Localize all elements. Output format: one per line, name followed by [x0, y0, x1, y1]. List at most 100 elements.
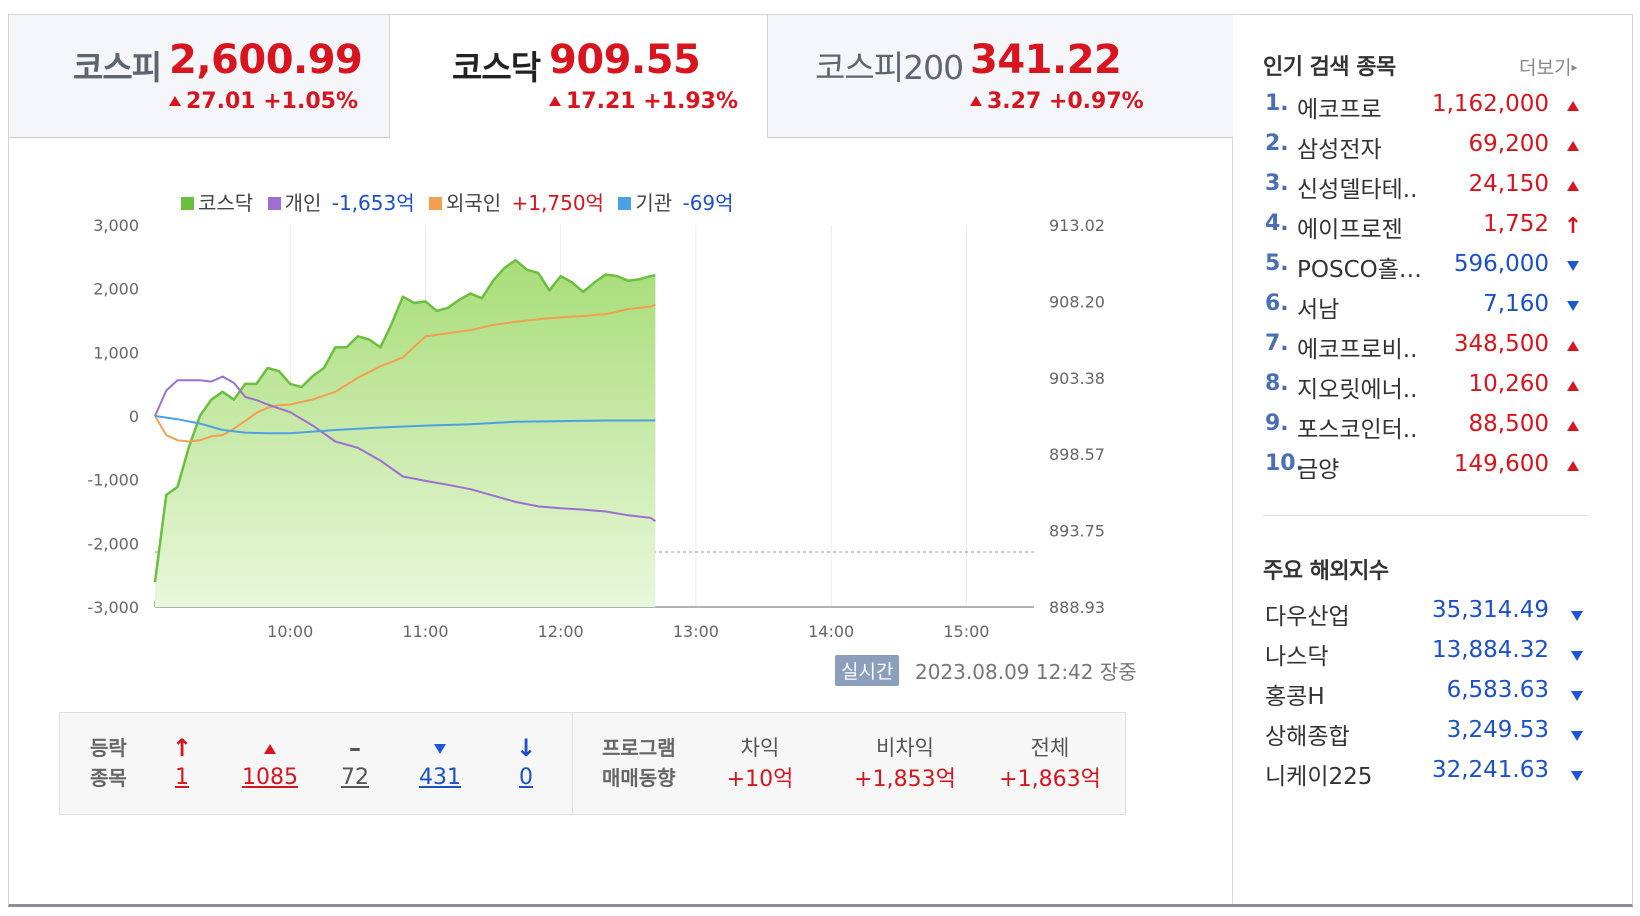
- foreign-line: [154, 303, 656, 443]
- popular-price: 24,150: [1468, 171, 1549, 197]
- overseas-name[interactable]: 다우산업: [1265, 604, 1350, 630]
- y-left-tick-label: -3,000: [87, 598, 139, 617]
- decline-value[interactable]: 431: [419, 765, 461, 790]
- overseas-item[interactable]: 상해종합 3,249.53: [1265, 717, 1595, 757]
- x-tick-label: 10:00: [267, 622, 313, 641]
- institution-line: [154, 415, 656, 435]
- tab-kosdaq-value: 909.55: [549, 37, 701, 83]
- popular-name[interactable]: 에이프로젠: [1297, 217, 1403, 243]
- market-widget: 코스피 2,600.99 27.01 +1.05% 코스닥 909.55 17.…: [8, 14, 1633, 907]
- popular-name[interactable]: 포스코인터..: [1297, 417, 1418, 443]
- popular-name[interactable]: 삼성전자: [1297, 137, 1382, 163]
- y-right-tick-label: 913.02: [1049, 216, 1105, 235]
- overseas-name[interactable]: 니케이225: [1265, 764, 1373, 790]
- tab-kosdaq[interactable]: 코스닥 909.55 17.21 +1.93%: [390, 15, 768, 138]
- popular-name[interactable]: 금양: [1297, 457, 1340, 483]
- down-triangle-icon: [1571, 731, 1583, 741]
- legend-institution-value: -69억: [682, 191, 734, 215]
- x-tick-label: 14:00: [808, 622, 854, 641]
- popular-item[interactable]: 2. 삼성전자 69,200: [1265, 131, 1595, 171]
- tab-kospi-name: 코스피: [73, 48, 162, 87]
- kosdaq-intraday-chart[interactable]: 10:00 11:00 12:00 13:00 14:00 15:00 3,000 2,000…: [9, 215, 1233, 655]
- y-left-tick-label: 3,000: [93, 216, 139, 235]
- popular-name[interactable]: 에코프로: [1297, 97, 1382, 123]
- lower-limit-value[interactable]: 0: [519, 765, 533, 790]
- overseas-name[interactable]: 나스닥: [1265, 644, 1329, 670]
- decline-count[interactable]: 431: [418, 733, 462, 793]
- tab-kosdaq-change-text: 17.21 +1.93%: [566, 89, 739, 114]
- popular-name[interactable]: 서남: [1297, 297, 1340, 323]
- overseas-value: 32,241.63: [1431, 757, 1549, 783]
- legend-foreign-swatch: [428, 197, 442, 210]
- chart-timestamp: 2023.08.09 12:42 장중: [915, 660, 1137, 684]
- tab-kospi200[interactable]: 코스피200 341.22 3.27 +0.97%: [768, 15, 1233, 138]
- unchanged-count[interactable]: – 72: [335, 733, 375, 793]
- popular-name[interactable]: 지오릿에너..: [1297, 377, 1418, 403]
- popular-item[interactable]: 5. POSCO홀… 596,000: [1265, 251, 1595, 291]
- unchanged-value[interactable]: 72: [341, 765, 369, 790]
- popular-name[interactable]: 신성델타테..: [1297, 177, 1418, 203]
- up-triangle-icon: [1567, 341, 1579, 351]
- y-right-tick-label: 903.38: [1049, 369, 1105, 388]
- popular-item[interactable]: 8. 지오릿에너.. 10,260: [1265, 371, 1595, 411]
- up-triangle-icon: [549, 96, 561, 106]
- tab-kospi-value: 2,600.99: [169, 37, 363, 83]
- popular-direction: [1563, 133, 1583, 159]
- popular-item[interactable]: 1. 에코프로 1,162,000: [1265, 91, 1595, 131]
- up-triangle-icon: [1567, 141, 1579, 151]
- popular-rank: 1.: [1265, 91, 1289, 116]
- tab-kospi200-change-text: 3.27 +0.97%: [987, 89, 1144, 114]
- overseas-value: 35,314.49: [1431, 597, 1549, 623]
- up-triangle-icon: [1567, 101, 1579, 111]
- overseas-item[interactable]: 나스닥 13,884.32: [1265, 637, 1595, 677]
- chart-axis-labels: 10:00 11:00 12:00 13:00 14:00 15:00 3,000 2,000…: [87, 216, 1105, 641]
- tab-kosdaq-name: 코스닥: [452, 48, 541, 87]
- advance-count[interactable]: 1085: [240, 733, 300, 793]
- overseas-direction: [1571, 763, 1583, 789]
- popular-item[interactable]: 6. 서남 7,160: [1265, 291, 1595, 331]
- tab-kospi[interactable]: 코스피 2,600.99 27.01 +1.05%: [9, 15, 390, 138]
- overseas-item[interactable]: 홍콩H 6,583.63: [1265, 677, 1595, 717]
- down-triangle-icon: [1567, 261, 1579, 271]
- overseas-title: 주요 해외지수: [1263, 559, 1389, 584]
- chevron-right-icon: ▸: [1571, 60, 1578, 74]
- chart-lines: [153, 258, 656, 583]
- more-link[interactable]: 더보기▸: [1519, 53, 1577, 80]
- popular-item[interactable]: 10. 금양 149,600: [1265, 451, 1595, 491]
- popular-direction: [1563, 333, 1583, 359]
- upper-limit-count[interactable]: ↑ 1: [168, 733, 196, 793]
- advance-decline-label-2: 종목: [90, 766, 127, 790]
- popular-item[interactable]: 7. 에코프로비.. 348,500: [1265, 331, 1595, 371]
- advance-value[interactable]: 1085: [242, 765, 298, 790]
- upper-limit-value[interactable]: 1: [175, 765, 189, 790]
- popular-item[interactable]: 4. 에이프로젠 1,752 ↑: [1265, 211, 1595, 251]
- overseas-name[interactable]: 상해종합: [1265, 724, 1350, 750]
- overseas-name[interactable]: 홍콩H: [1265, 684, 1325, 710]
- up-triangle-icon: [1567, 421, 1579, 431]
- popular-name[interactable]: 에코프로비..: [1297, 337, 1418, 363]
- popular-price: 348,500: [1453, 331, 1549, 357]
- program-trading-label: 프로그램 매매동향: [602, 733, 676, 793]
- program-arbitrage-head: 차익: [740, 736, 780, 760]
- lower-limit-count[interactable]: ↓ 0: [514, 733, 538, 793]
- legend-kosdaq-swatch: [181, 197, 194, 210]
- y-right-tick-label: 888.93: [1049, 598, 1105, 617]
- popular-name[interactable]: POSCO홀…: [1297, 257, 1422, 283]
- program-label-2: 매매동향: [602, 766, 676, 790]
- realtime-badge[interactable]: 실시간: [835, 655, 900, 686]
- program-arbitrage-value: +10억: [726, 767, 794, 792]
- overseas-item[interactable]: 다우산업 35,314.49: [1265, 597, 1595, 637]
- popular-rank: 2.: [1265, 131, 1289, 156]
- overseas-item[interactable]: 니케이225 32,241.63: [1265, 757, 1595, 797]
- upper-limit-arrow-icon: ↑: [171, 734, 193, 762]
- popular-direction: ↑: [1563, 213, 1583, 239]
- overseas-direction: [1571, 603, 1583, 629]
- y-right-tick-label: 908.20: [1049, 292, 1105, 311]
- up-triangle-icon: [970, 96, 982, 106]
- legend-foreign-label: 외국인: [445, 191, 502, 215]
- legend-individual-swatch: [267, 197, 281, 210]
- popular-direction: [1563, 453, 1583, 479]
- popular-item[interactable]: 3. 신성델타테.. 24,150: [1265, 171, 1595, 211]
- popular-item[interactable]: 9. 포스코인터.. 88,500: [1265, 411, 1595, 451]
- overseas-value: 6,583.63: [1446, 677, 1549, 703]
